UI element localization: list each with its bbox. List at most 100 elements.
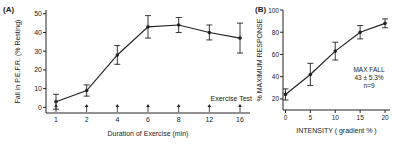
error-cap: [283, 100, 288, 101]
y-tick-label: 20: [272, 95, 280, 102]
y-tick: [280, 98, 283, 99]
y-tick-label: 40: [272, 73, 280, 80]
x-tick: [335, 110, 336, 113]
error-cap: [176, 32, 182, 33]
data-point: [116, 53, 120, 57]
y-axis: [46, 10, 47, 113]
error-cap: [307, 63, 313, 64]
x-tick-label: 4: [115, 116, 119, 123]
x-tick-label: 20: [381, 114, 389, 121]
error-cap: [307, 85, 313, 86]
arrow-head: [238, 104, 242, 107]
x-tick-label: 10: [332, 114, 340, 121]
data-point: [284, 93, 288, 97]
error-bar: [145, 16, 151, 38]
error-bar: [206, 25, 212, 40]
x-tick: [385, 110, 386, 113]
x-tick-label: 8: [177, 116, 181, 123]
x-tick: [310, 110, 311, 113]
data-point: [333, 49, 337, 53]
x-axis-label: INTENSITY ( gradient % ): [296, 127, 376, 135]
y-tick-label: 40: [34, 29, 42, 36]
y-tick: [43, 51, 46, 52]
error-cap: [237, 53, 243, 54]
panel-title: (A): [3, 5, 14, 14]
marks: [283, 19, 388, 100]
y-tick: [280, 32, 283, 33]
x-tick-label: 1: [54, 116, 58, 123]
error-cap: [145, 38, 151, 39]
y-tick: [43, 88, 46, 89]
data-point: [383, 22, 387, 26]
y-tick: [280, 54, 283, 55]
y-tick-label: 60: [272, 51, 280, 58]
y-tick-label: 0: [38, 104, 42, 111]
annotation: 43 ± 5.3%: [354, 74, 383, 81]
arrow-head: [54, 104, 58, 107]
panel-title: (B): [255, 5, 266, 14]
data-point: [85, 89, 89, 93]
error-bar: [114, 46, 120, 65]
y-tick: [43, 69, 46, 70]
error-cap: [53, 94, 59, 95]
error-cap: [206, 24, 212, 25]
y-tick-label: 50: [34, 10, 42, 17]
arrow-head: [177, 104, 181, 107]
data-line: [285, 23, 385, 94]
figure: (A)01020304050124681216Duration of Exerc…: [0, 0, 400, 151]
x-tick-label: 2: [85, 116, 89, 123]
error-cap: [237, 23, 243, 24]
y-axis-label: % MAXIMUM RESPONSE: [256, 18, 263, 101]
annotation: Exercise Test: [211, 95, 253, 102]
arrow-head: [208, 104, 212, 107]
x-tick: [285, 110, 286, 113]
y-tick: [280, 10, 283, 11]
x-tick-label: 5: [309, 114, 313, 121]
error-cap: [114, 45, 120, 46]
x-axis-label: Duration of Exercise (min): [108, 130, 189, 138]
data-point: [309, 73, 313, 77]
background: [0, 0, 400, 151]
error-cap: [357, 25, 363, 26]
error-bar: [283, 89, 288, 100]
error-cap: [84, 84, 90, 85]
y-tick-label: 30: [34, 48, 42, 55]
error-bar: [332, 42, 338, 60]
annotation: n=9: [363, 82, 374, 89]
error-cap: [332, 42, 338, 43]
x-tick-label: 6: [146, 116, 150, 123]
data-point: [54, 100, 58, 104]
data-point: [238, 36, 242, 40]
y-axis-label: Fall in P.E.F.R. (% Resting): [14, 20, 22, 104]
error-cap: [382, 18, 388, 19]
error-cap: [176, 17, 182, 18]
x-tick-label: 12: [205, 116, 213, 123]
error-cap: [332, 60, 338, 61]
y-tick: [43, 13, 46, 14]
y-axis: [283, 10, 284, 110]
annotation: MAX FALL: [353, 66, 384, 73]
error-bar: [357, 26, 363, 39]
error-bar: [176, 17, 182, 32]
x-tick-label: 15: [357, 114, 365, 121]
error-cap: [206, 39, 212, 40]
x-tick-label: 16: [236, 116, 244, 123]
y-tick-label: 100: [268, 7, 279, 14]
y-tick: [43, 107, 46, 108]
error-cap: [382, 27, 388, 28]
panel-0: (A)01020304050124681216Duration of Exerc…: [3, 5, 252, 138]
data-point: [177, 23, 181, 27]
error-bar: [307, 63, 313, 85]
error-cap: [357, 38, 363, 39]
y-tick: [280, 76, 283, 77]
data-point: [146, 25, 150, 29]
error-bar: [382, 19, 388, 28]
panel-1: (B)2040608010005101520INTENSITY ( gradie…: [255, 5, 390, 135]
x-tick-label: 0: [284, 114, 288, 121]
y-tick: [43, 32, 46, 33]
x-tick: [360, 110, 361, 113]
error-bar: [237, 23, 243, 53]
x-axis: [46, 113, 250, 114]
error-bar: [84, 85, 90, 96]
arrow-head: [85, 104, 89, 107]
